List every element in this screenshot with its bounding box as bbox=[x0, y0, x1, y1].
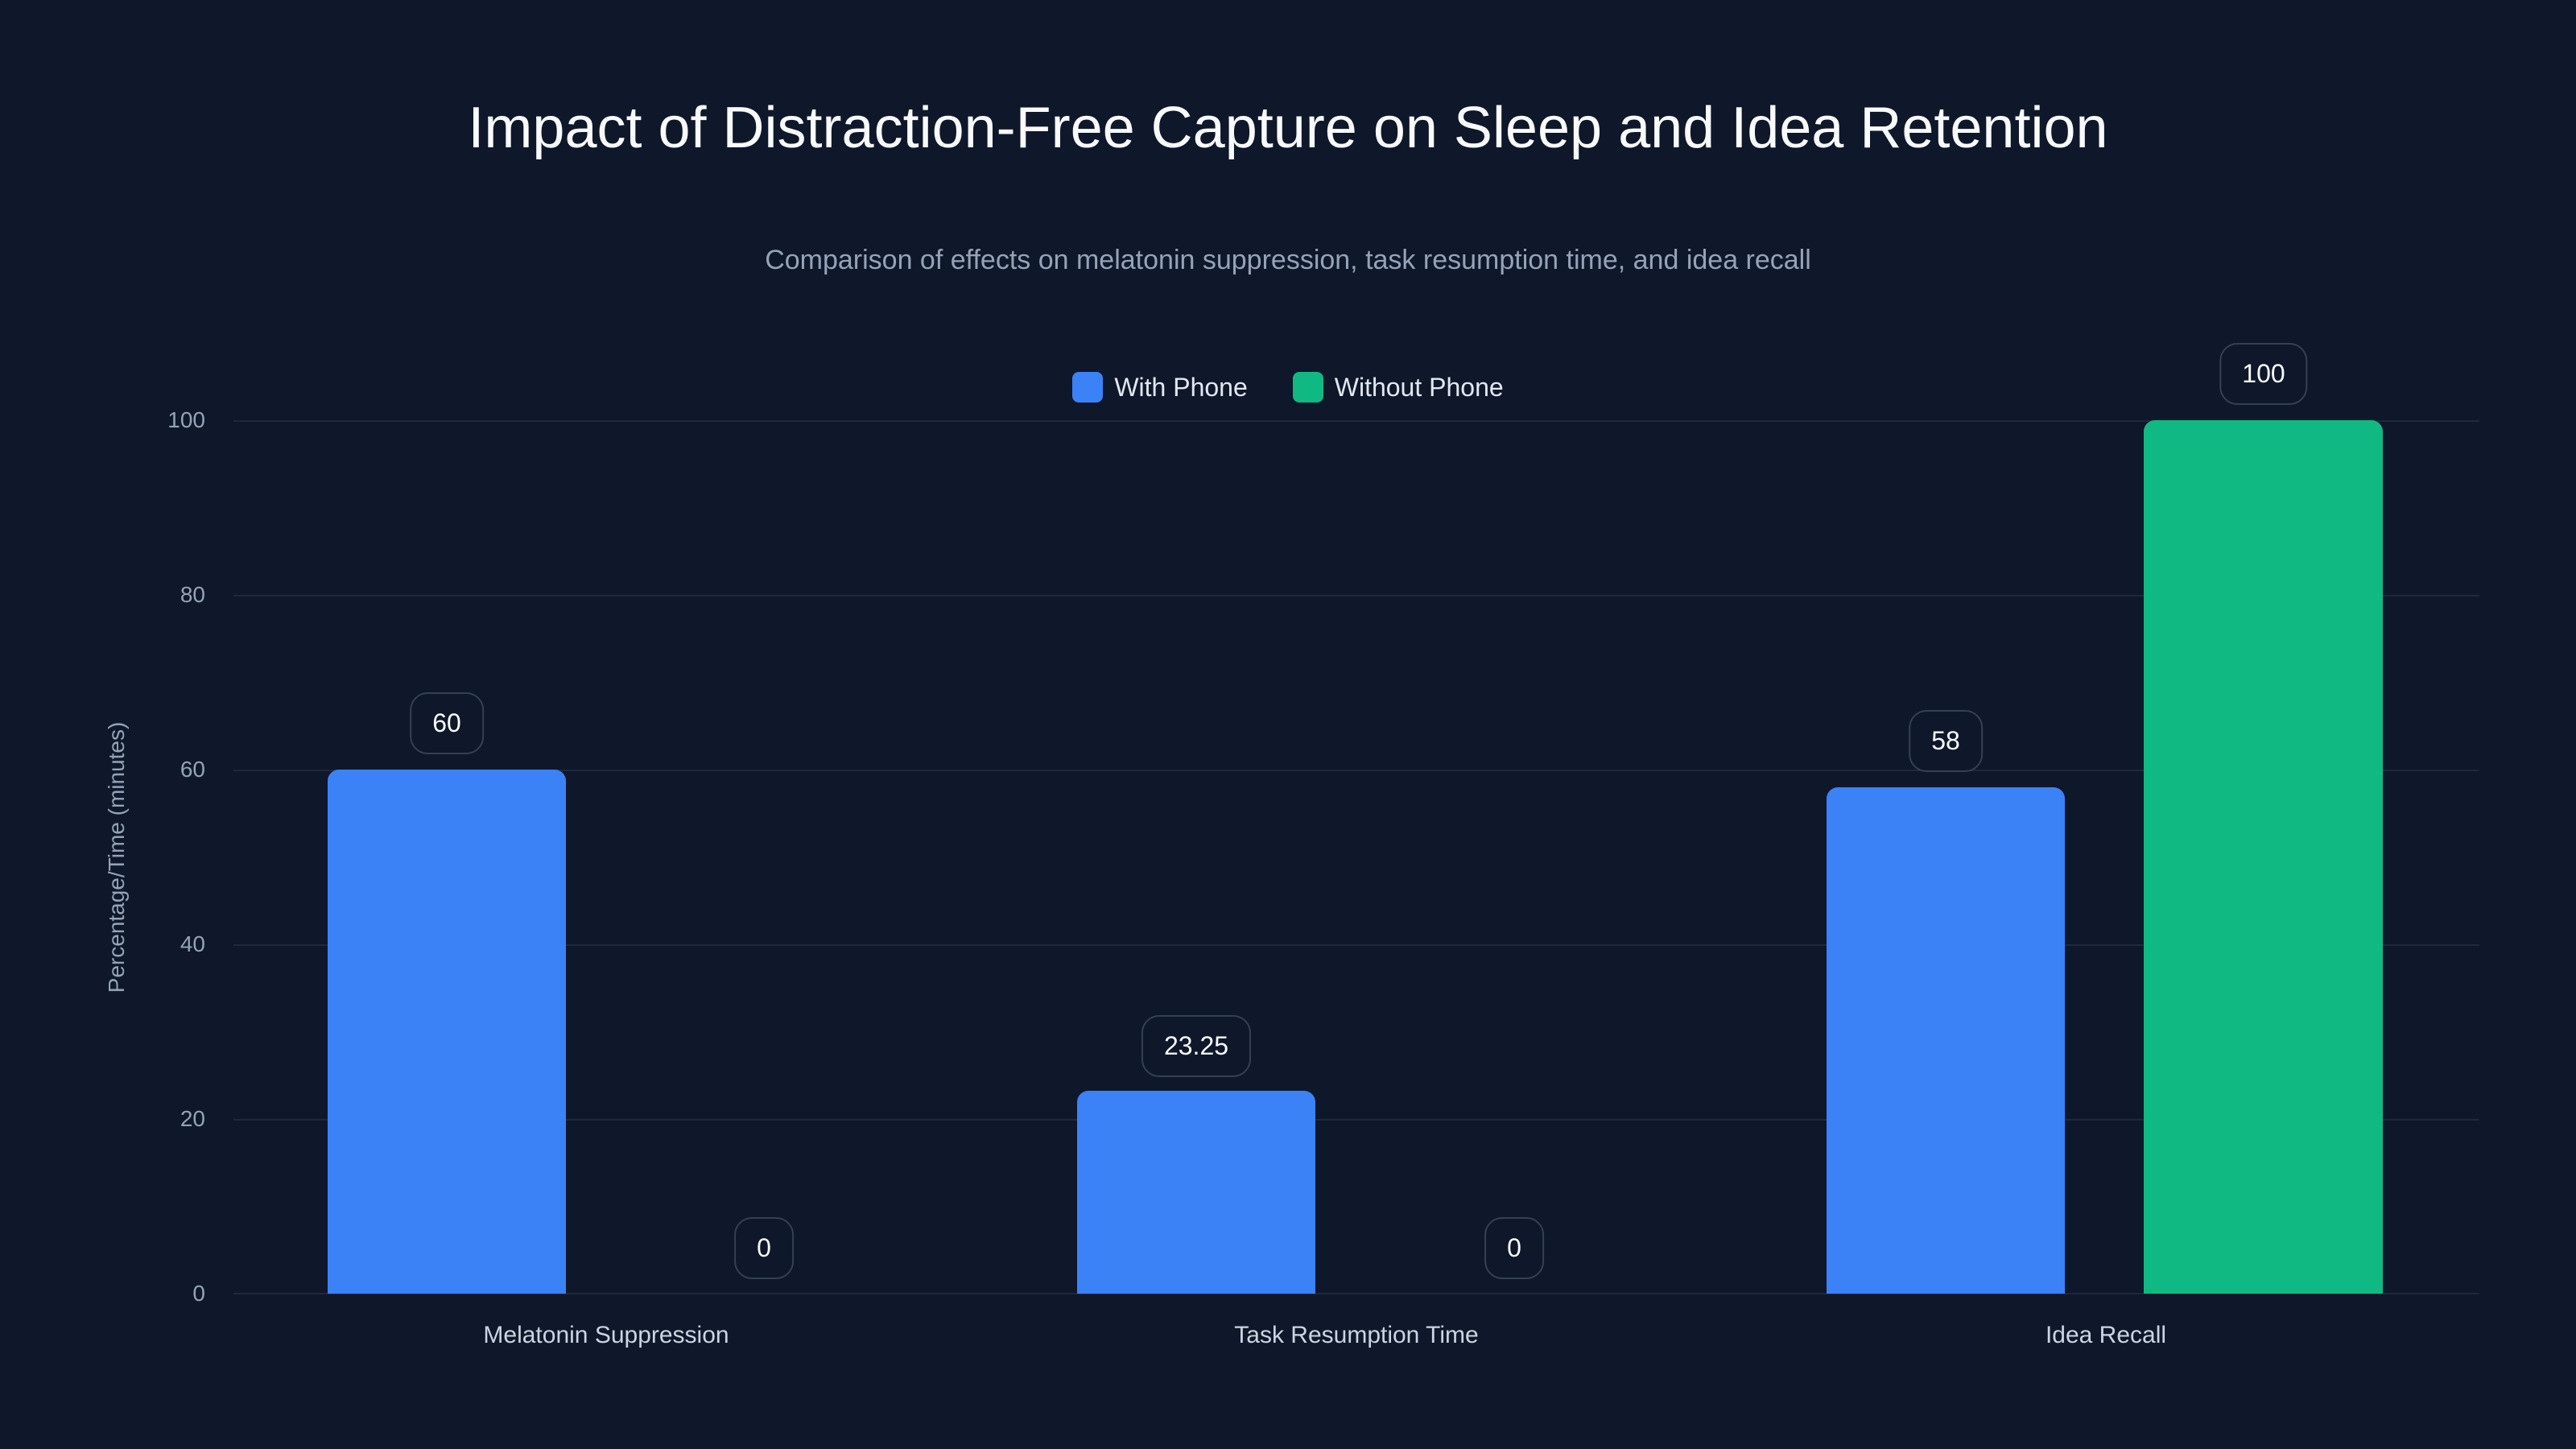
y-tick: 40 bbox=[180, 931, 205, 956]
data-label: 0 bbox=[1484, 1217, 1544, 1279]
gridline bbox=[233, 1119, 2479, 1121]
data-label: 60 bbox=[410, 692, 484, 754]
legend-swatch-blue-icon bbox=[1072, 372, 1104, 402]
data-label: 23.25 bbox=[1141, 1015, 1252, 1077]
legend-label: Without Phone bbox=[1334, 372, 1504, 402]
bar-task-resumption-with-phone[interactable] bbox=[1077, 1091, 1315, 1294]
legend-item-without-phone[interactable]: Without Phone bbox=[1292, 372, 1504, 402]
y-tick: 100 bbox=[167, 407, 205, 432]
gridline bbox=[233, 770, 2479, 771]
y-tick: 20 bbox=[180, 1106, 205, 1131]
legend-item-with-phone[interactable]: With Phone bbox=[1072, 372, 1248, 402]
data-label: 58 bbox=[1909, 710, 1983, 772]
bar-melatonin-with-phone[interactable] bbox=[328, 770, 566, 1294]
y-tick: 60 bbox=[180, 757, 205, 782]
x-category-label: Melatonin Suppression bbox=[483, 1322, 729, 1348]
legend-swatch-green-icon bbox=[1292, 372, 1323, 402]
legend: With Phone Without Phone bbox=[0, 372, 2576, 402]
data-label: 0 bbox=[734, 1217, 794, 1279]
gridline bbox=[233, 595, 2479, 597]
y-tick: 0 bbox=[192, 1281, 205, 1306]
baseline bbox=[233, 1293, 2479, 1294]
gridline bbox=[233, 944, 2479, 946]
bar-idea-recall-without-phone[interactable] bbox=[2144, 420, 2383, 1294]
data-label: 100 bbox=[2219, 343, 2308, 405]
x-category-label: Idea Recall bbox=[2045, 1322, 2167, 1348]
chart-title: Impact of Distraction-Free Capture on Sl… bbox=[468, 96, 2108, 160]
plot-area bbox=[233, 420, 2479, 1294]
y-tick: 80 bbox=[180, 582, 205, 607]
chart-subtitle: Comparison of effects on melatonin suppr… bbox=[765, 245, 1811, 275]
x-category-label: Task Resumption Time bbox=[1234, 1322, 1479, 1348]
gridline bbox=[233, 420, 2479, 422]
bar-idea-recall-with-phone[interactable] bbox=[1827, 787, 2065, 1294]
legend-label: With Phone bbox=[1114, 372, 1248, 402]
